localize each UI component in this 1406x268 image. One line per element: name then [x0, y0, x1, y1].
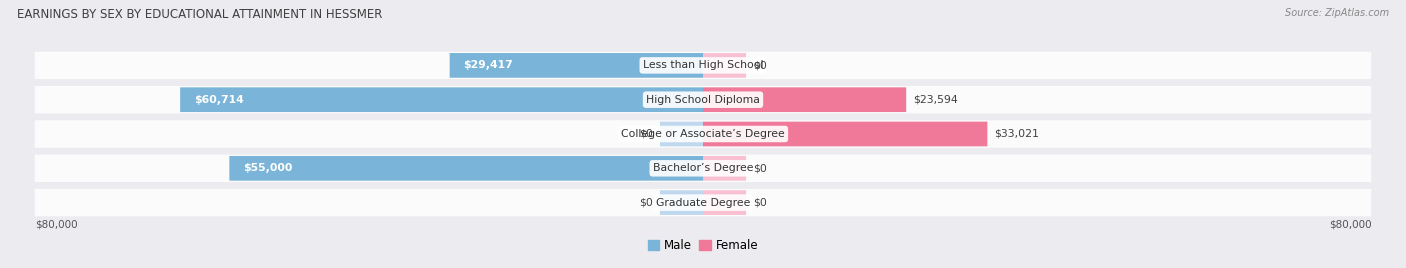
Text: $0: $0: [754, 60, 766, 70]
FancyBboxPatch shape: [35, 86, 1371, 113]
Text: Bachelor’s Degree: Bachelor’s Degree: [652, 163, 754, 173]
Text: $0: $0: [640, 129, 652, 139]
FancyBboxPatch shape: [35, 155, 1371, 182]
FancyBboxPatch shape: [703, 122, 987, 146]
FancyBboxPatch shape: [703, 190, 747, 215]
Text: $0: $0: [754, 198, 766, 208]
Text: $60,714: $60,714: [194, 95, 243, 105]
FancyBboxPatch shape: [35, 52, 1371, 79]
Text: $29,417: $29,417: [464, 60, 513, 70]
FancyBboxPatch shape: [659, 122, 703, 146]
FancyBboxPatch shape: [35, 189, 1371, 216]
FancyBboxPatch shape: [703, 87, 907, 112]
Text: College or Associate’s Degree: College or Associate’s Degree: [621, 129, 785, 139]
Text: $0: $0: [640, 198, 652, 208]
Text: $80,000: $80,000: [1329, 220, 1371, 230]
FancyBboxPatch shape: [703, 53, 747, 78]
Text: Graduate Degree: Graduate Degree: [655, 198, 751, 208]
FancyBboxPatch shape: [180, 87, 703, 112]
Text: $23,594: $23,594: [912, 95, 957, 105]
FancyBboxPatch shape: [703, 156, 747, 181]
Text: Less than High School: Less than High School: [643, 60, 763, 70]
FancyBboxPatch shape: [229, 156, 703, 181]
Text: High School Diploma: High School Diploma: [647, 95, 759, 105]
Text: EARNINGS BY SEX BY EDUCATIONAL ATTAINMENT IN HESSMER: EARNINGS BY SEX BY EDUCATIONAL ATTAINMEN…: [17, 8, 382, 21]
FancyBboxPatch shape: [35, 120, 1371, 148]
Text: $33,021: $33,021: [994, 129, 1039, 139]
FancyBboxPatch shape: [659, 190, 703, 215]
Text: $55,000: $55,000: [243, 163, 292, 173]
FancyBboxPatch shape: [450, 53, 703, 78]
Legend: Male, Female: Male, Female: [643, 234, 763, 257]
Text: $0: $0: [754, 163, 766, 173]
Text: Source: ZipAtlas.com: Source: ZipAtlas.com: [1285, 8, 1389, 18]
Text: $80,000: $80,000: [35, 220, 77, 230]
